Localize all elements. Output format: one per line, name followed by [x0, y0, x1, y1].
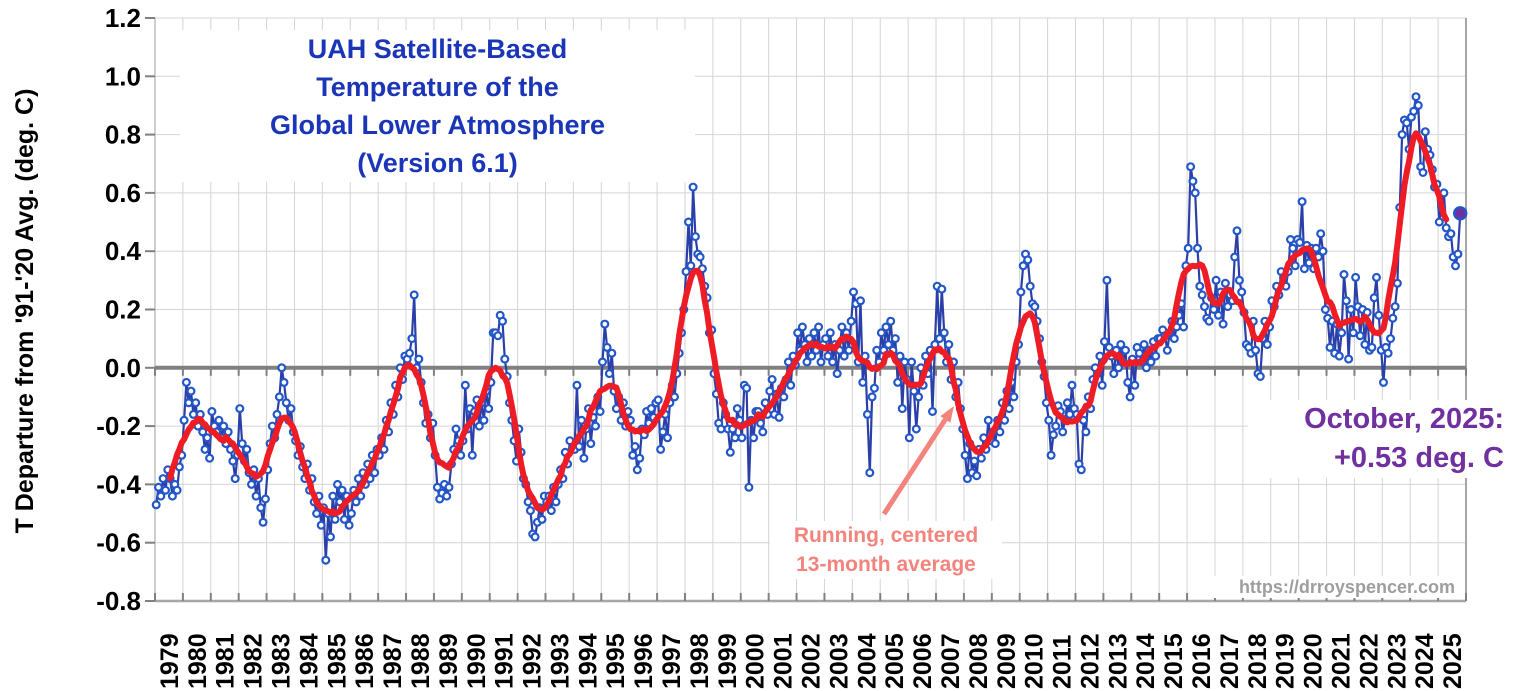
x-tick-label: 2004: [853, 633, 881, 689]
x-tick-label: 1995: [602, 633, 630, 689]
x-tick-label: 2018: [1244, 633, 1272, 689]
latest-month-point: [1452, 206, 1468, 221]
x-tick-label: 2022: [1355, 633, 1383, 689]
x-tick-label: 1996: [630, 633, 658, 689]
x-tick-label: 2000: [742, 633, 770, 689]
x-tick-label: 2011: [1049, 635, 1077, 689]
chart-title-line-4: (Version 6.1): [357, 148, 518, 178]
monthly-markers: [151, 92, 1463, 565]
x-tick-label: 1989: [435, 633, 463, 689]
y-axis-title: T Departure from '91-'20 Avg. (deg. C): [11, 88, 39, 534]
x-tick-label: 2024: [1411, 633, 1439, 689]
annotation-running-average: Running, centered 13-month average: [770, 521, 1002, 579]
x-tick-label: 1998: [686, 633, 714, 689]
x-tick-label: 1990: [463, 633, 491, 689]
y-tick-label: -0.4: [96, 469, 141, 499]
x-tick-label: 2006: [909, 633, 937, 689]
x-tick-label: 1997: [658, 633, 686, 689]
x-tick-label: 1981: [212, 633, 240, 689]
y-tick-label: 0.2: [105, 295, 141, 325]
x-tick-label: 2021: [1327, 633, 1355, 689]
x-tick-label: 1984: [295, 633, 323, 689]
x-tick-label: 2025: [1439, 633, 1467, 689]
x-tick-label: 1979: [156, 633, 184, 689]
chart-title-line-2: Temperature of the: [316, 72, 559, 102]
annotation-october-line-1: October, 2025:: [1304, 403, 1504, 435]
x-tick-label: 1980: [184, 633, 212, 689]
x-tick-label: 2020: [1300, 633, 1328, 689]
x-tick-label: 2005: [881, 633, 909, 689]
x-tick-label: 1992: [519, 633, 547, 689]
y-tick-label: -0.6: [96, 528, 141, 558]
x-tick-label: 1999: [714, 633, 742, 689]
annotation-october-2025: October, 2025: +0.53 deg. C: [1248, 400, 1504, 478]
chart-title-line-3: Global Lower Atmosphere: [269, 110, 606, 140]
x-tick-label: 2009: [993, 633, 1021, 689]
y-tick-label: 0.8: [105, 120, 141, 150]
x-tick-label: 2002: [798, 633, 826, 689]
y-tick-label: -0.2: [96, 411, 141, 441]
y-tick-label: 1.2: [105, 3, 141, 33]
x-tick-label: 2016: [1188, 633, 1216, 689]
annotation-running-line-1: Running, centered: [793, 524, 979, 547]
x-tick-label: 1993: [546, 633, 574, 689]
x-tick-label: 1986: [351, 633, 379, 689]
x-tick-label: 2010: [1021, 633, 1049, 689]
x-tick-label: 1982: [240, 633, 268, 689]
chart-title: UAH Satellite-Based Temperature of the G…: [180, 30, 695, 182]
source-url: https://drroyspencer.com: [1205, 576, 1455, 598]
x-tick-label: 1991: [491, 633, 519, 689]
y-tick-label: 0.0: [105, 353, 141, 383]
x-tick-label: 1987: [379, 633, 407, 689]
x-tick-label: 2017: [1216, 633, 1244, 689]
chart-title-line-1: UAH Satellite-Based: [307, 34, 568, 64]
x-tick-label: 2013: [1104, 633, 1132, 689]
x-tick-label: 1988: [407, 633, 435, 689]
x-tick-label: 1985: [323, 633, 351, 689]
x-tick-label: 2014: [1132, 633, 1160, 689]
x-tick-label: 2008: [965, 633, 993, 689]
annotation-arrow-head: [940, 406, 954, 423]
y-tick-label: 0.4: [105, 236, 142, 266]
annotation-october-line-2: +0.53 deg. C: [1333, 442, 1504, 474]
y-tick-label: -0.8: [96, 586, 141, 616]
x-tick-label: 1994: [574, 633, 602, 689]
y-tick-label: 0.6: [105, 178, 141, 208]
annotation-running-line-2: 13-month average: [796, 553, 976, 576]
x-tick-label: 2015: [1160, 633, 1188, 689]
x-tick-label: 1983: [268, 633, 296, 689]
y-tick-label: 1.0: [105, 61, 141, 91]
x-tick-label: 2012: [1076, 633, 1104, 689]
x-tick-label: 2019: [1272, 633, 1300, 689]
x-tick-label: 2023: [1383, 633, 1411, 689]
annotation-arrow: [881, 418, 948, 516]
x-tick-label: 2001: [770, 633, 798, 689]
x-tick-label: 2003: [825, 633, 853, 689]
x-tick-label: 2007: [937, 633, 965, 689]
running-13-month-average-line: [167, 130, 1450, 517]
